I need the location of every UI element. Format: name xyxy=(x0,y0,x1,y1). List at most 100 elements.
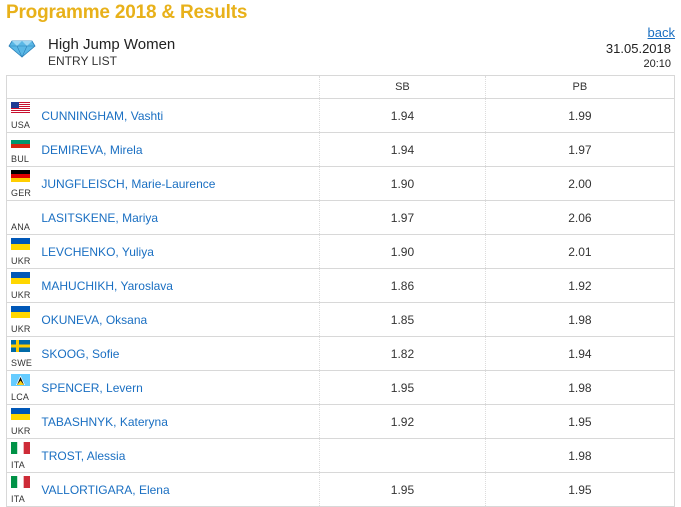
event-time: 20:10 xyxy=(643,58,671,70)
personal-best: 2.06 xyxy=(484,200,675,235)
athlete-link[interactable]: SKOOG, Sofie xyxy=(41,346,120,361)
athlete-link[interactable]: JUNGFLEISCH, Marie-Laurence xyxy=(41,176,216,191)
personal-best: 1.92 xyxy=(484,268,675,303)
athlete-link[interactable]: CUNNINGHAM, Vashti xyxy=(41,108,164,123)
table-header-row: SB PB xyxy=(6,75,675,99)
flag-ukr-icon xyxy=(11,238,30,250)
flag-usa-icon xyxy=(11,102,30,114)
athlete-link[interactable]: MAHUCHIKH, Yaroslava xyxy=(41,278,173,293)
season-best: 1.90 xyxy=(319,234,486,269)
table-row: USA CUNNINGHAM, Vashti 1.94 1.99 xyxy=(6,98,675,133)
country-cell: ITA xyxy=(6,438,36,473)
athlete-cell: MAHUCHIKH, Yaroslava xyxy=(35,268,320,303)
table-row: GER JUNGFLEISCH, Marie-Laurence 1.90 2.00 xyxy=(6,166,675,201)
table-row: UKR TABASHNYK, Kateryna 1.92 1.95 xyxy=(6,404,675,439)
athlete-cell: VALLORTIGARA, Elena xyxy=(35,472,320,507)
country-cell: UKR xyxy=(6,268,36,303)
flag-ita-icon xyxy=(11,476,30,488)
athlete-cell: LEVCHENKO, Yuliya xyxy=(35,234,320,269)
flag-ita-icon xyxy=(11,442,30,454)
athlete-link[interactable]: TABASHNYK, Kateryna xyxy=(41,414,168,429)
flag-swe-icon xyxy=(11,340,30,352)
personal-best: 1.95 xyxy=(484,472,675,507)
event-name: High Jump Women xyxy=(48,36,176,53)
table-row: UKR MAHUCHIKH, Yaroslava 1.86 1.92 xyxy=(6,268,675,303)
country-code: LCA xyxy=(11,392,30,402)
country-cell: ITA xyxy=(6,472,36,507)
season-best: 1.90 xyxy=(319,166,486,201)
athlete-cell: TROST, Alessia xyxy=(35,438,320,473)
country-code: UKR xyxy=(11,426,31,436)
country-code: UKR xyxy=(11,324,31,334)
event-subtitle: ENTRY LIST xyxy=(48,54,117,68)
athlete-link[interactable]: VALLORTIGARA, Elena xyxy=(41,482,170,497)
flag-ukr-icon xyxy=(11,408,30,420)
table-row: ITA VALLORTIGARA, Elena 1.95 1.95 xyxy=(6,472,675,507)
athlete-cell: OKUNEVA, Oksana xyxy=(35,302,320,337)
country-code: BUL xyxy=(11,154,30,164)
athlete-link[interactable]: SPENCER, Levern xyxy=(41,380,143,395)
table-row: UKR OKUNEVA, Oksana 1.85 1.98 xyxy=(6,302,675,337)
season-best: 1.92 xyxy=(319,404,486,439)
season-best: 1.95 xyxy=(319,472,486,507)
country-cell: USA xyxy=(6,98,36,133)
flag-ukr-icon xyxy=(11,272,30,284)
table-row: LCA SPENCER, Levern 1.95 1.98 xyxy=(6,370,675,405)
personal-best: 1.97 xyxy=(484,132,675,167)
table-row: UKR LEVCHENKO, Yuliya 1.90 2.01 xyxy=(6,234,675,269)
athlete-cell: LASITSKENE, Mariya xyxy=(35,200,320,235)
season-best: 1.82 xyxy=(319,336,486,371)
header-pb: PB xyxy=(484,75,675,99)
back-link[interactable]: back xyxy=(647,25,675,40)
athlete-cell: SKOOG, Sofie xyxy=(35,336,320,371)
flag-lca-icon xyxy=(11,374,30,386)
personal-best: 1.98 xyxy=(484,370,675,405)
table-row: ITA TROST, Alessia 1.98 xyxy=(6,438,675,473)
country-cell: BUL xyxy=(6,132,36,167)
header-name xyxy=(35,75,320,99)
athlete-cell: CUNNINGHAM, Vashti xyxy=(35,98,320,133)
personal-best: 1.98 xyxy=(484,438,675,473)
country-cell: UKR xyxy=(6,234,36,269)
header-sb: SB xyxy=(319,75,486,99)
event-date: 31.05.2018 xyxy=(605,41,671,56)
season-best: 1.95 xyxy=(319,370,486,405)
country-code: ITA xyxy=(11,460,25,470)
flag-ukr-icon xyxy=(11,306,30,318)
country-cell: ANA xyxy=(6,200,36,235)
personal-best: 2.01 xyxy=(484,234,675,269)
flag-bul-icon xyxy=(11,136,30,148)
season-best: 1.86 xyxy=(319,268,486,303)
event-header: High Jump Women ENTRY LIST back 31.05.20… xyxy=(0,25,681,74)
athlete-link[interactable]: OKUNEVA, Oksana xyxy=(41,312,148,327)
country-code: UKR xyxy=(11,256,31,266)
header-flag xyxy=(6,75,36,99)
athlete-link[interactable]: LEVCHENKO, Yuliya xyxy=(41,244,154,259)
country-code: ITA xyxy=(11,494,25,504)
table-row: BUL DEMIREVA, Mirela 1.94 1.97 xyxy=(6,132,675,167)
personal-best: 1.99 xyxy=(484,98,675,133)
season-best: 1.94 xyxy=(319,98,486,133)
diamond-icon xyxy=(8,40,36,58)
country-code: SWE xyxy=(11,358,33,368)
page-title: Programme 2018 & Results xyxy=(6,2,248,23)
athlete-link[interactable]: LASITSKENE, Mariya xyxy=(41,210,159,225)
country-cell: GER xyxy=(6,166,36,201)
flag-ger-icon xyxy=(11,170,30,182)
athlete-cell: TABASHNYK, Kateryna xyxy=(35,404,320,439)
country-code: USA xyxy=(11,120,31,130)
country-cell: UKR xyxy=(6,302,36,337)
personal-best: 1.94 xyxy=(484,336,675,371)
table-row: SWE SKOOG, Sofie 1.82 1.94 xyxy=(6,336,675,371)
country-code: GER xyxy=(11,188,32,198)
country-cell: SWE xyxy=(6,336,36,371)
country-cell: UKR xyxy=(6,404,36,439)
season-best xyxy=(319,438,486,473)
athlete-link[interactable]: DEMIREVA, Mirela xyxy=(41,142,143,157)
entry-list-table: SB PB USA CUNNINGHAM, Vashti 1.94 1.99 BUL DE… xyxy=(6,75,675,507)
table-row: ANA LASITSKENE, Mariya 1.97 2.06 xyxy=(6,200,675,235)
season-best: 1.97 xyxy=(319,200,486,235)
personal-best: 2.00 xyxy=(484,166,675,201)
athlete-cell: DEMIREVA, Mirela xyxy=(35,132,320,167)
athlete-link[interactable]: TROST, Alessia xyxy=(41,448,126,463)
